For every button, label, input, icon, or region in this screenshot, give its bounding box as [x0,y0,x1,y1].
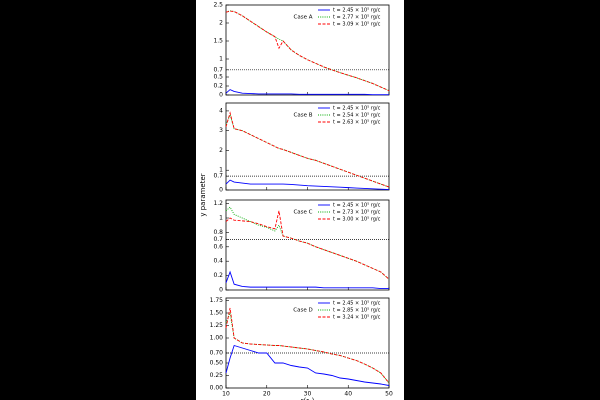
y-tick-label: 0 [219,287,223,294]
y-tick-label: 1.25 [210,322,224,329]
legend-label: t = 2.85 × 10⁵ rg/c [333,308,381,314]
y-tick-label: 0.70 [210,350,224,357]
legend-label: t = 2.45 × 10⁵ rg/c [333,8,381,14]
legend-label: t = 2.45 × 10⁵ rg/c [333,203,381,209]
y-tick-label: 0.00 [210,385,224,392]
y-tick-label: 0 [219,92,223,99]
y-tick-label: 0.8 [213,229,223,236]
y-tick-label: 2 [219,147,223,154]
y-tick-label: 2.5 [213,2,223,9]
legend-label: t = 2.45 × 10⁵ rg/c [333,301,381,307]
y-axis-label: y parameter [199,173,207,216]
y-tick-label: 0.5 [213,74,223,81]
legend-label: t = 3.09 × 10⁵ rg/c [333,22,381,28]
legend-label: t = 3.24 × 10⁵ rg/c [333,315,381,321]
series-line [225,10,390,92]
x-axis-label: r(rₛ) [301,397,315,400]
legend-label: t = 2.45 × 10⁵ rg/c [333,106,381,112]
series-line [225,270,389,290]
series-line [225,89,389,96]
series-line [225,210,390,280]
annotation: Case B [294,113,313,119]
annotation: Case A [294,15,313,21]
y-tick-label: 0.2 [213,272,223,279]
annotation: Case C [293,210,312,216]
series-line [225,111,390,188]
y-tick-label: 0.2 [213,83,223,90]
y-tick-label: 2 [219,20,223,27]
y-tick-label: 1 [219,215,223,222]
legend-label: t = 2.54 × 10⁵ rg/c [333,113,381,119]
y-tick-label: 1 [219,167,223,174]
y-tick-label: 1 [219,56,223,63]
y-tick-label: 1.5 [213,38,223,45]
y-tick-label: 0.7 [213,66,223,73]
legend-label: t = 2.77 × 10⁵ rg/c [333,15,381,21]
series-line [225,179,390,191]
y-tick-label: 1.75 [210,297,224,304]
y-tick-label: 1.00 [210,335,224,342]
series-line [225,344,390,386]
legend-label: t = 2.73 × 10⁵ rg/c [333,210,381,216]
x-tick-label: 50 [385,391,393,398]
series-line [225,307,390,384]
y-tick-label: 0.7 [213,173,223,180]
x-tick-label: 40 [344,391,352,398]
y-tick-label: 4 [219,107,223,114]
y-tick-label: 0 [219,187,223,194]
legend-label: t = 3.00 × 10⁵ rg/c [333,217,381,223]
y-tick-label: 0.4 [213,258,223,265]
y-tick-label: 1.2 [213,200,223,207]
y-tick-label: 1.50 [210,310,224,317]
legend-label: t = 2.63 × 10⁵ rg/c [333,120,381,126]
y-tick-label: 0.50 [210,360,224,367]
annotation: Case D [293,308,312,314]
x-tick-label: 10 [222,391,230,398]
y-tick-label: 0.7 [213,236,223,243]
y-tick-label: 0.25 [210,372,224,379]
x-tick-label: 20 [263,391,271,398]
y-tick-label: 3 [219,127,223,134]
y-tick-label: 0.6 [213,243,223,250]
x-tick-label: 30 [304,391,312,398]
